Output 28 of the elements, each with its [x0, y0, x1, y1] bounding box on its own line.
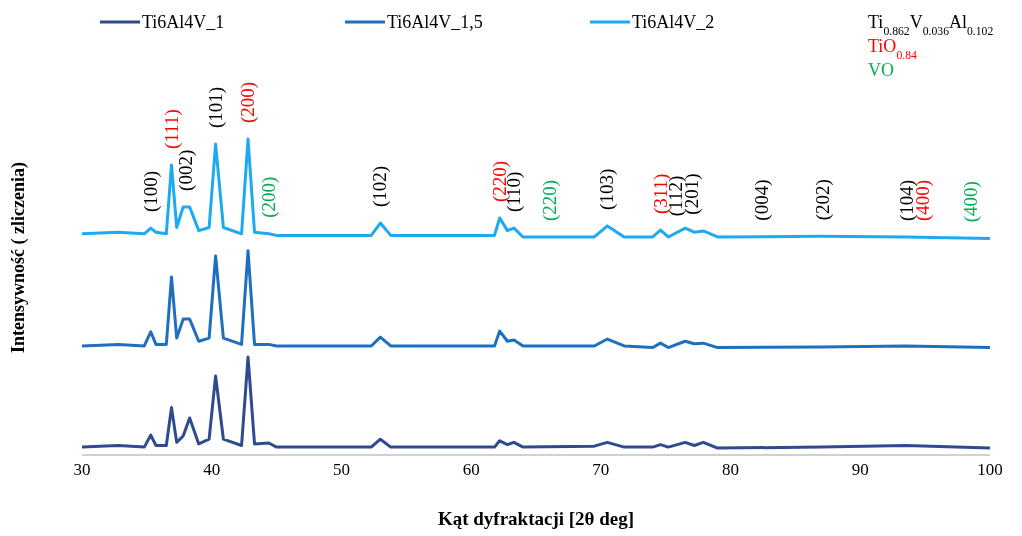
annotation: (004)	[750, 179, 773, 221]
annotation: (200)	[257, 176, 280, 218]
text: VO	[868, 60, 894, 80]
y-axis-title: Intensywność ( zliczenia)	[8, 162, 29, 353]
annotation: (102)	[369, 165, 392, 208]
annotation: (202)	[811, 179, 834, 221]
x-tick-label: 90	[851, 460, 869, 480]
x-tick-label: 70	[592, 460, 610, 480]
legend-label: Ti6Al4V_1	[142, 12, 225, 32]
annotation: (100)	[139, 170, 162, 213]
x-tick-label: 100	[977, 460, 1003, 480]
annotation: (111)	[160, 109, 183, 149]
annotation: (002)	[174, 149, 197, 191]
annotation: (101)	[204, 86, 227, 129]
legend-label: Ti6Al4V_2	[632, 12, 715, 32]
x-tick-label: 50	[332, 460, 350, 480]
annotation: (103)	[596, 168, 619, 210]
legend-label: Ti6Al4V_1,5	[387, 12, 483, 32]
text: TiO$_{0.84}$	[868, 36, 917, 62]
annotation: (220)	[539, 179, 562, 221]
x-tick-label: 60	[462, 460, 480, 480]
x-tick-label: 80	[722, 460, 740, 480]
x-axis-title: Kąt dyfraktacji [2θ deg]	[437, 508, 635, 529]
text: Ti$_{0.862}$V$_{0.036}$Al$_{0.102}$	[868, 12, 994, 38]
x-tick-label: 30	[73, 460, 91, 480]
annotation: (200)	[237, 81, 260, 123]
annotation: (400)	[959, 181, 982, 223]
x-tick-label: 40	[203, 460, 221, 480]
